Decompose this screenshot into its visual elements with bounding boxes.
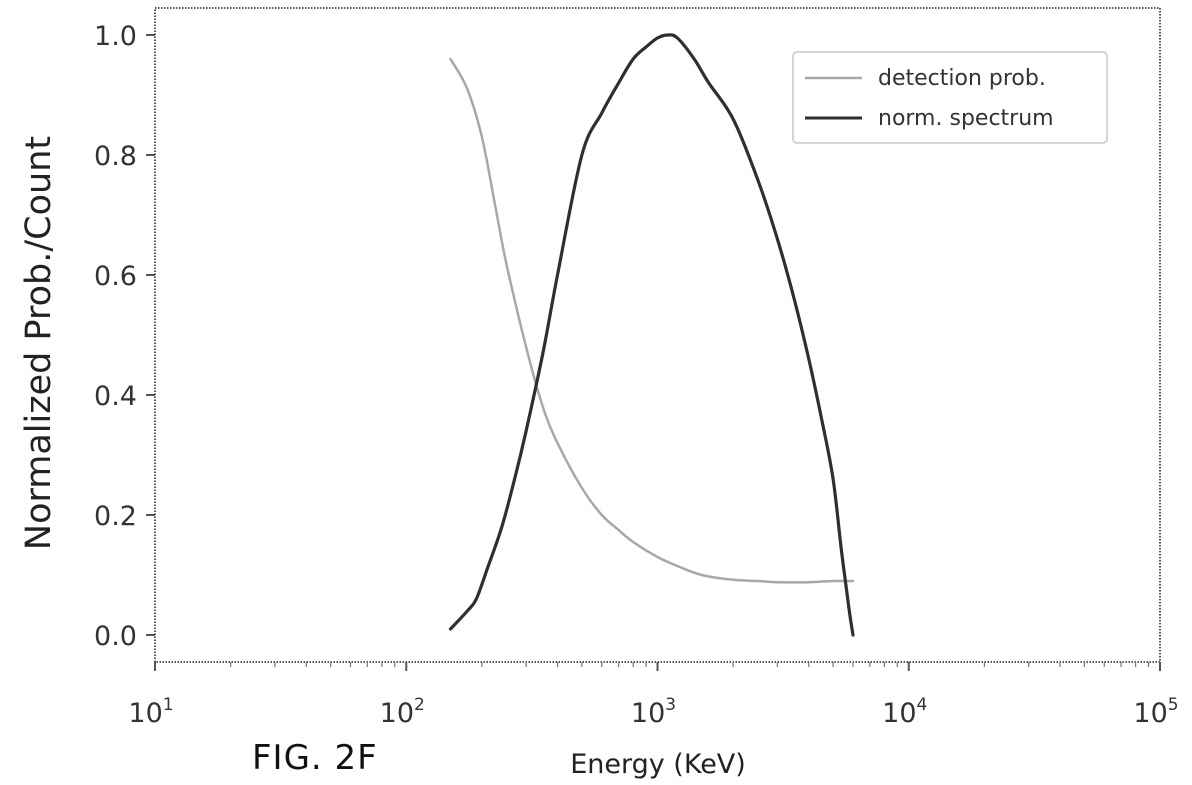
y-tick-label: 0.6 [94, 261, 137, 292]
legend-box [792, 51, 1108, 144]
y-tick-label: 1.0 [94, 21, 137, 52]
figure-label: FIG. 2F [252, 738, 378, 778]
x-axis-ticks: 101 102 103 104 105 [128, 662, 1179, 729]
x-tick-label: 104 [882, 695, 927, 729]
y-axis-ticks: 0.0 0.2 0.4 0.6 0.8 1.0 [94, 21, 155, 652]
y-tick-label: 0.4 [94, 381, 137, 412]
y-tick-label: 0.8 [94, 141, 137, 172]
legend-label-detection: detection prob. [878, 66, 1046, 91]
x-tick-label: 103 [631, 695, 676, 729]
series-layer [448, 33, 855, 637]
x-tick-label: 102 [380, 695, 425, 729]
legend-label-spectrum: norm. spectrum [878, 106, 1054, 131]
y-tick-label: 0.2 [94, 501, 137, 532]
series-normalized-spectrum [448, 33, 855, 637]
y-axis-title: Normalized Prob./Count [19, 136, 59, 550]
x-tick-label: 101 [128, 695, 173, 729]
series-detection-probability [449, 57, 855, 584]
legend: detection prob. norm. spectrum [792, 51, 1108, 144]
y-tick-label: 0.0 [94, 621, 137, 652]
x-axis-title: Energy (KeV) [570, 749, 746, 780]
x-tick-label: 105 [1133, 695, 1178, 729]
